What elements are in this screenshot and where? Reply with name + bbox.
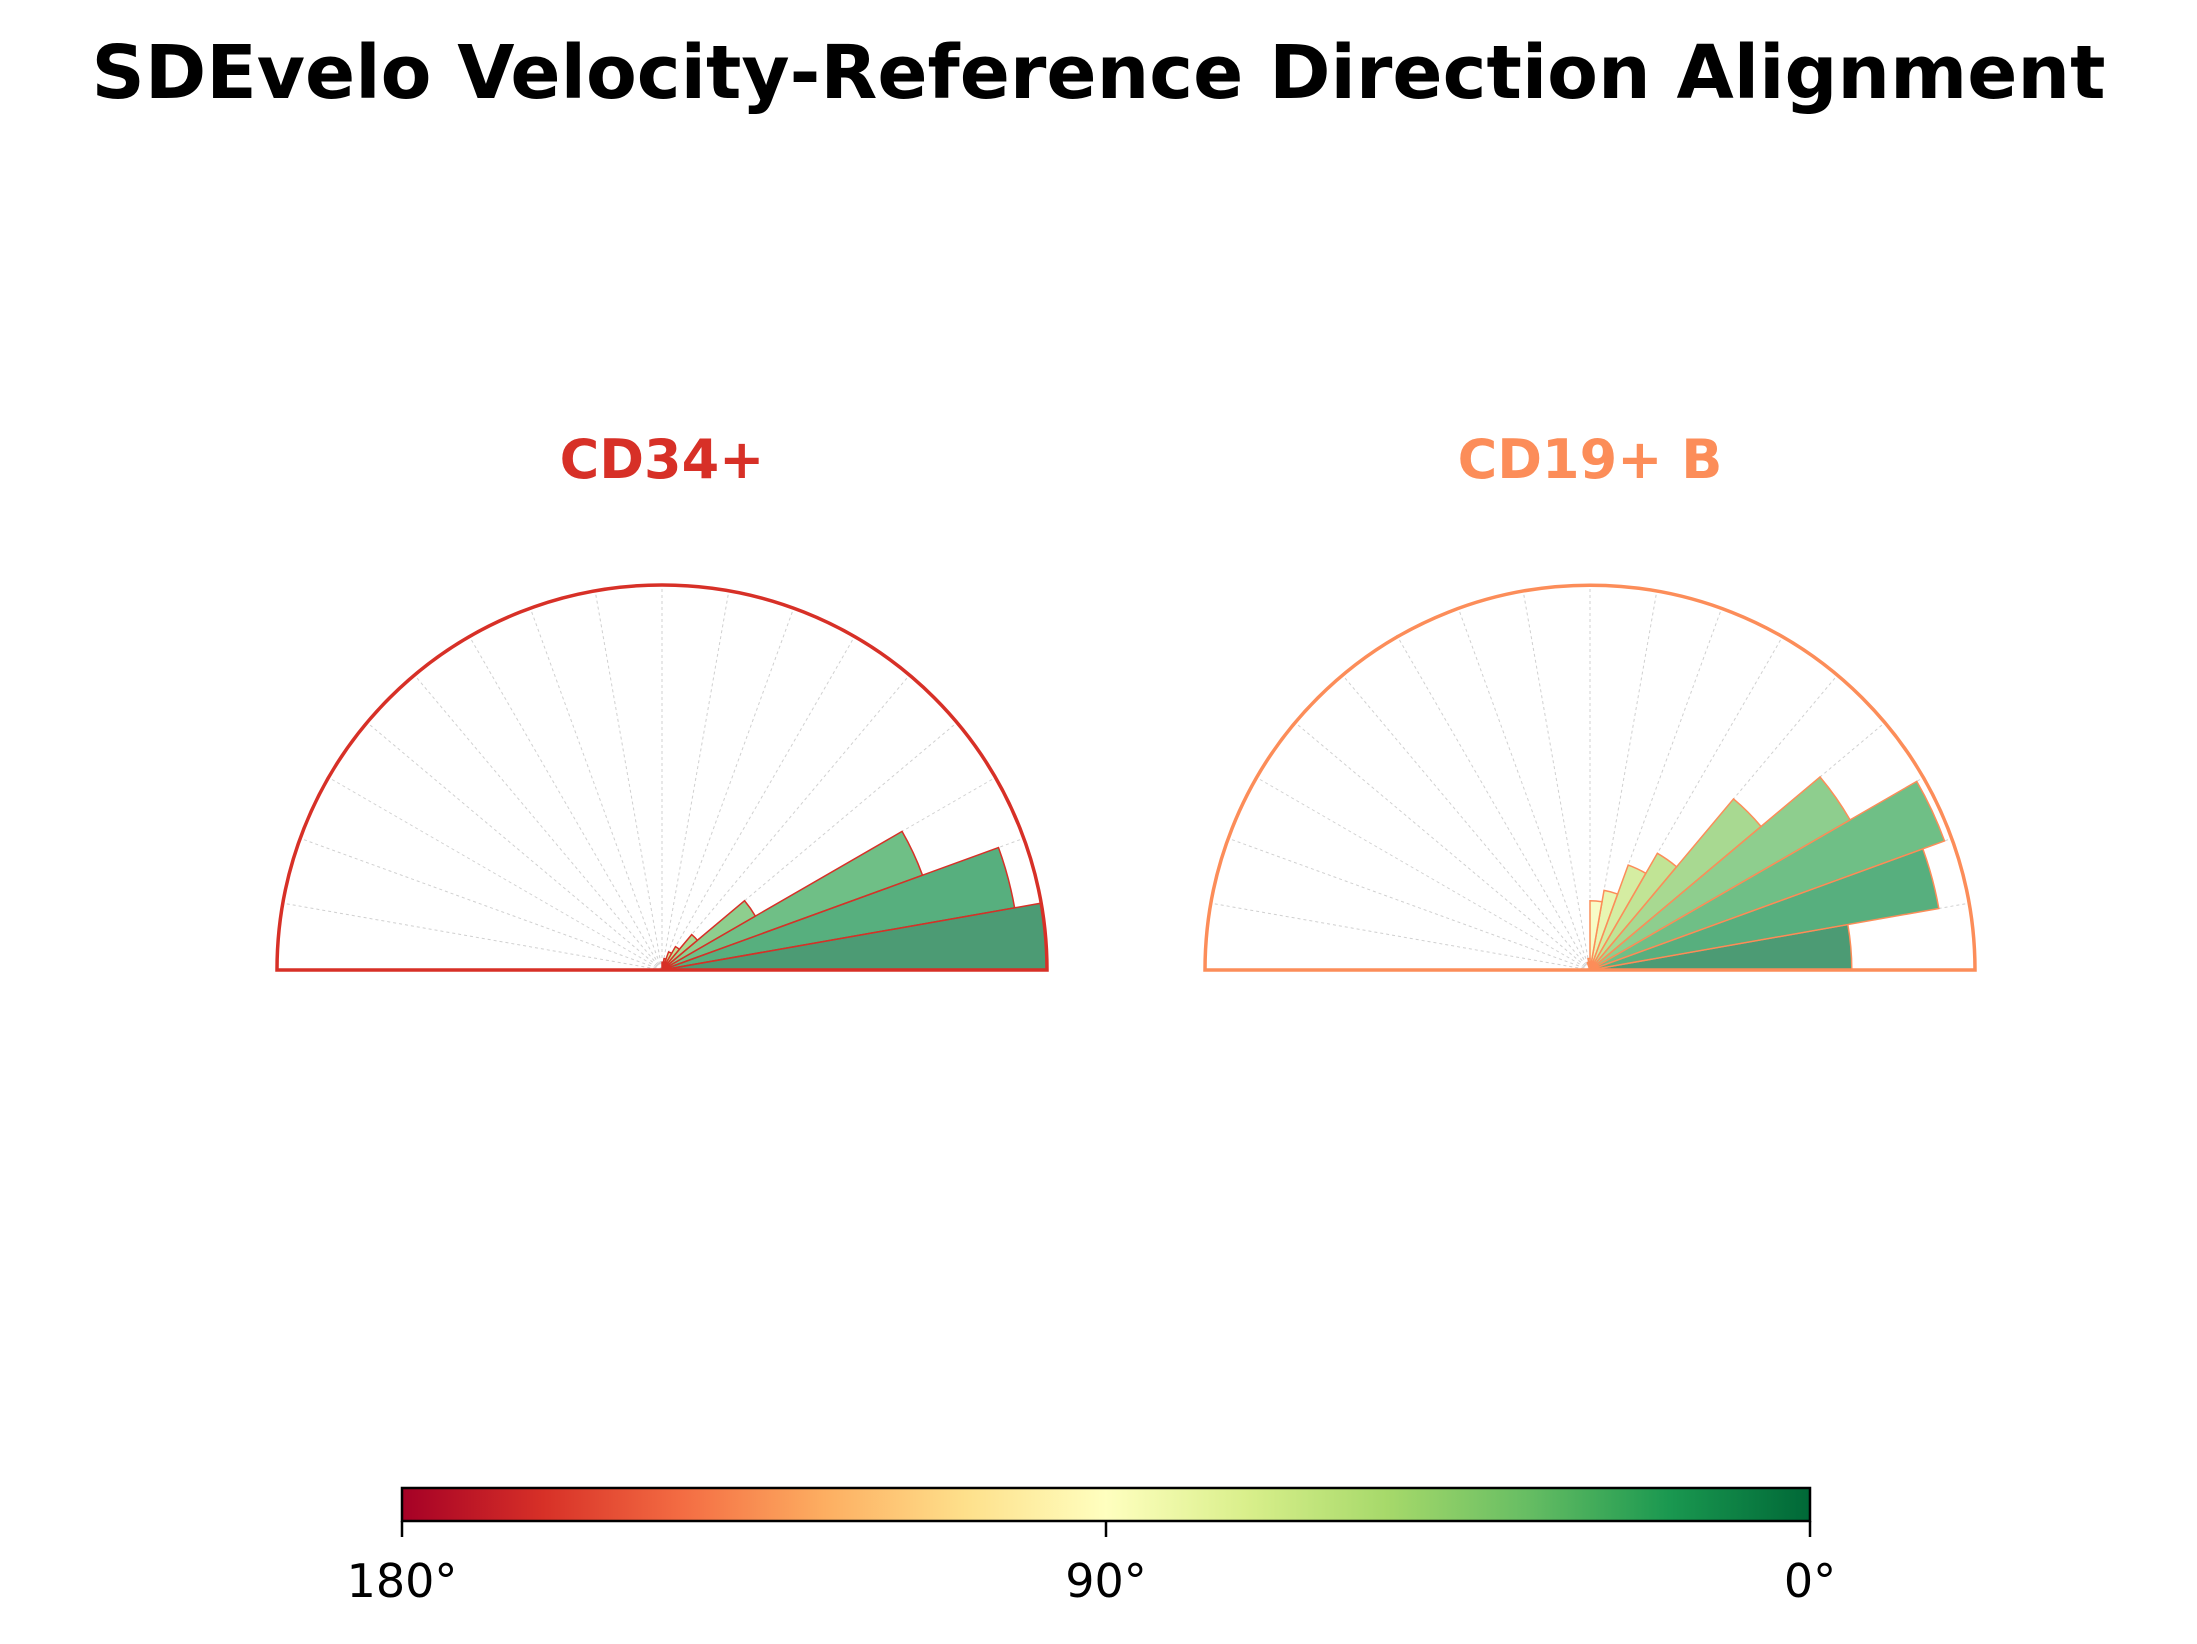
panel-title: CD19+ B xyxy=(1458,428,1723,491)
grid-spoke xyxy=(1589,636,1783,971)
grid-spoke xyxy=(328,777,663,971)
grid-spoke xyxy=(1342,674,1591,971)
grid-spoke xyxy=(661,722,958,971)
bar-55deg xyxy=(1589,852,1678,971)
bar-35deg xyxy=(661,899,757,971)
bar-35deg xyxy=(1589,775,1852,971)
grid-spoke xyxy=(366,722,663,971)
colorbar-gradient xyxy=(400,1486,1812,1523)
colorbar: 180° 90° 0° xyxy=(347,1486,1836,1608)
bar-25deg xyxy=(661,830,924,971)
grid-spoke xyxy=(469,636,663,971)
polar-frame xyxy=(275,583,1049,972)
grid-spoke xyxy=(1294,722,1591,971)
colorbar-tick-label: 180° xyxy=(347,1554,458,1608)
panel-cd19-b: CD19+ B xyxy=(1203,428,1977,972)
grid-spoke xyxy=(661,590,730,971)
grid-spoke xyxy=(282,902,663,971)
grid-spoke xyxy=(661,636,855,971)
bar-25deg xyxy=(1589,780,1946,971)
grid-spoke xyxy=(300,837,663,971)
bar-65deg xyxy=(1589,864,1647,971)
grid-spoke xyxy=(1256,777,1591,971)
grid-spoke xyxy=(661,674,910,971)
grid-spoke xyxy=(1210,902,1591,971)
grid-spoke xyxy=(414,674,663,971)
polar-frame xyxy=(1203,583,1977,972)
bar-75deg xyxy=(1589,889,1619,971)
chart-title: SDEvelo Velocity-Reference Direction Ali… xyxy=(91,30,2106,116)
grid-spoke xyxy=(1522,590,1591,971)
bar-45deg xyxy=(1589,797,1763,971)
bar-55deg xyxy=(661,945,681,971)
panel-title: CD34+ xyxy=(560,428,765,491)
bar-15deg xyxy=(661,846,1016,971)
grid-spoke xyxy=(594,590,663,971)
colorbar-tick-label: 90° xyxy=(1065,1554,1147,1608)
colorbar-tick-label: 0° xyxy=(1784,1554,1836,1608)
grid-spoke xyxy=(1457,608,1591,971)
panels: CD34+ CD19+ B xyxy=(275,428,1977,972)
grid-spoke xyxy=(1589,608,1723,971)
bar-45deg xyxy=(661,933,699,971)
grid-spoke xyxy=(661,608,795,971)
grid-spoke xyxy=(1228,837,1591,971)
panel-cd34-: CD34+ xyxy=(275,428,1049,972)
bar-85deg xyxy=(1589,899,1603,971)
bar-105deg xyxy=(1586,961,1591,971)
grid-spoke xyxy=(529,608,663,971)
grid-spoke xyxy=(1589,590,1658,971)
bar-85deg xyxy=(661,961,665,971)
grid-spoke xyxy=(1397,636,1591,971)
